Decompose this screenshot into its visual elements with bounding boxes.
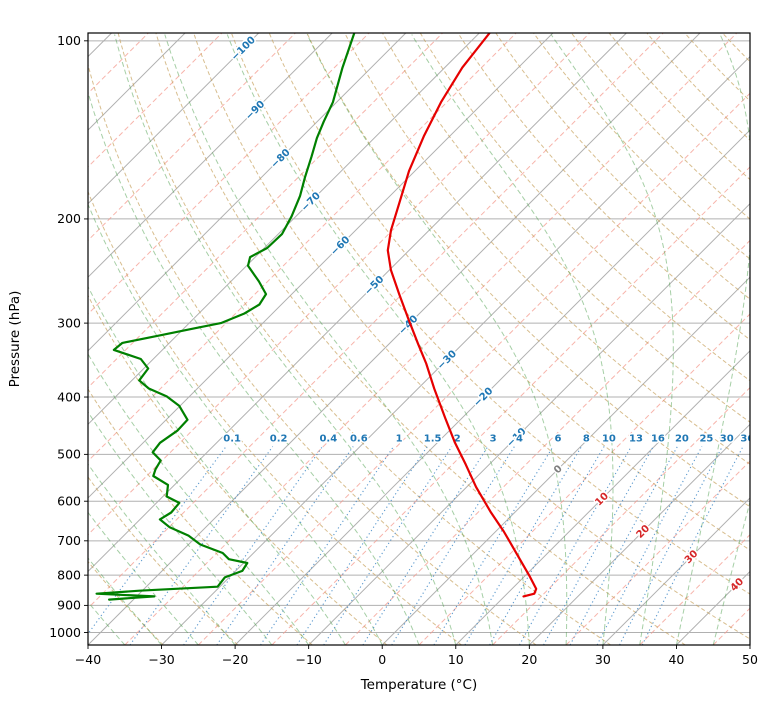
axes-frame	[87, 32, 751, 646]
y-axis-label: Pressure (hPa)	[7, 291, 23, 388]
svg-text:300: 300	[57, 315, 81, 330]
svg-text:36: 36	[740, 434, 754, 445]
svg-text:50: 50	[742, 652, 758, 667]
svg-text:1.5: 1.5	[424, 434, 442, 445]
svg-text:13: 13	[629, 434, 643, 445]
svg-text:8: 8	[583, 434, 590, 445]
svg-text:3: 3	[490, 434, 497, 445]
svg-text:1: 1	[396, 434, 403, 445]
moist-adiabats	[88, 34, 750, 645]
svg-text:20: 20	[675, 434, 689, 445]
svg-text:30: 30	[720, 434, 734, 445]
svg-text:−10: −10	[295, 652, 321, 667]
svg-text:200: 200	[57, 211, 81, 226]
svg-text:20: 20	[521, 652, 537, 667]
isotherm-lines	[88, 33, 750, 645]
x-tick-labels: −40 −30 −20 −10 0 10 20 30 40 50	[75, 645, 758, 667]
mixing-ratio-labels: 0.1 0.2 0.4 0.6 1 1.5 2 3 4 6 8 10 13 16 20 25 30 36	[222, 432, 754, 446]
svg-text:4: 4	[516, 434, 523, 445]
svg-text:16: 16	[651, 434, 665, 445]
svg-text:0.4: 0.4	[319, 434, 337, 445]
svg-text:−30: −30	[148, 652, 174, 667]
svg-text:40: 40	[668, 652, 684, 667]
svg-text:10: 10	[602, 434, 616, 445]
svg-text:6: 6	[555, 434, 562, 445]
svg-text:30: 30	[595, 652, 611, 667]
svg-text:100: 100	[57, 33, 81, 48]
svg-text:0: 0	[378, 652, 386, 667]
svg-text:25: 25	[699, 434, 713, 445]
svg-text:900: 900	[57, 598, 81, 613]
temperature-curve	[386, 33, 538, 598]
svg-text:700: 700	[57, 533, 81, 548]
svg-text:10: 10	[448, 652, 464, 667]
mixing-ratio-lines	[88, 446, 744, 645]
svg-text:2: 2	[454, 434, 461, 445]
svg-text:0.1: 0.1	[223, 434, 241, 445]
dewpoint-curve	[95, 33, 356, 601]
svg-text:−40: −40	[75, 652, 101, 667]
svg-text:1000: 1000	[49, 625, 81, 640]
x-axis-label: Temperature (°C)	[360, 677, 478, 693]
svg-text:500: 500	[57, 447, 81, 462]
svg-text:0.6: 0.6	[350, 434, 368, 445]
svg-text:400: 400	[57, 389, 81, 404]
svg-text:−20: −20	[222, 652, 248, 667]
svg-text:800: 800	[57, 567, 81, 582]
svg-text:0.2: 0.2	[270, 434, 288, 445]
pressure-gridlines	[88, 40, 750, 633]
svg-text:600: 600	[57, 494, 81, 509]
y-tick-labels: 100 200 300 400 500 600 700 800 900 1000	[49, 33, 88, 640]
